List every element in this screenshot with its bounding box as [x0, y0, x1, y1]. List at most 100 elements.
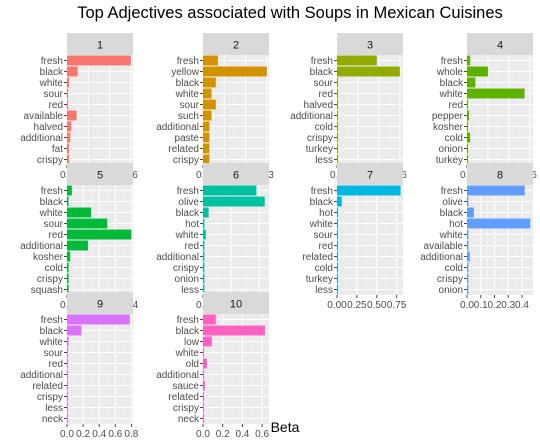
- facet-panel-7: 7 freshblackhotwhitesourredrelatedcoldtur…: [302, 163, 407, 311]
- facet-strip-label: 3: [367, 40, 373, 52]
- bar-hot: [203, 218, 205, 229]
- bar-additional: [203, 251, 205, 262]
- bar-cold: [467, 262, 469, 273]
- y-tick-label: halved: [304, 100, 333, 111]
- x-tick-label: 0.4: [515, 300, 529, 311]
- bar-red: [337, 88, 339, 99]
- y-tick-label: neck: [42, 414, 64, 425]
- y-tick-label: white: [175, 348, 200, 359]
- y-tick-label: old: [186, 359, 199, 370]
- bar-cold: [337, 121, 339, 132]
- y-tick-label: related: [302, 252, 333, 263]
- bar-onion: [203, 273, 205, 284]
- bar-red: [203, 240, 205, 251]
- bar-red: [337, 240, 338, 251]
- y-tick-label: halved: [34, 122, 63, 133]
- x-tick-label: 0.1: [474, 300, 488, 311]
- bar-olive: [203, 196, 265, 207]
- bar-black: [337, 66, 400, 77]
- bar-red: [67, 229, 132, 240]
- bar-sour: [203, 99, 216, 110]
- y-tick-label: black: [176, 326, 200, 337]
- facet-strip: [67, 33, 133, 55]
- y-tick-label: hot: [319, 208, 333, 219]
- facet-strip-label: 5: [97, 170, 103, 182]
- x-tick-label: 0.75: [387, 300, 407, 311]
- y-tick-label: additional: [156, 252, 199, 263]
- x-tick-label: 0.50: [367, 300, 387, 311]
- bar-sour: [67, 218, 108, 229]
- facet-panel-2: 2 freshyellowblackwhitesoursuchadditional…: [156, 33, 274, 181]
- y-tick-label: less: [181, 285, 199, 296]
- x-tick-label: 0.0: [60, 429, 74, 440]
- x-tick-label: 0.0: [460, 300, 474, 311]
- bar-less: [67, 402, 68, 413]
- bar-fresh: [67, 314, 130, 325]
- bar-fresh: [337, 55, 377, 66]
- chart-title: Top Adjectives associated with Soups in …: [77, 4, 503, 22]
- y-tick-label: sour: [44, 348, 64, 359]
- y-tick-label: black: [40, 197, 64, 208]
- y-tick-label: pepper: [432, 111, 464, 122]
- x-tick-label: 0.2: [488, 300, 502, 311]
- bar-kosher: [67, 251, 71, 262]
- bar-fresh: [203, 185, 257, 196]
- x-tick-label: 0.4: [92, 429, 106, 440]
- y-tick-label: onion: [439, 285, 463, 296]
- bar-crispy: [203, 154, 210, 165]
- bar-crispy: [203, 262, 205, 273]
- panel-background: [67, 55, 133, 165]
- bar-squash: [67, 284, 69, 295]
- y-tick-label: kosher: [433, 122, 464, 133]
- facet-strip: [67, 292, 133, 314]
- bar-black: [67, 196, 69, 207]
- y-tick-label: red: [319, 89, 333, 100]
- bar-onion: [467, 143, 469, 154]
- bar-additional: [467, 251, 470, 262]
- y-tick-label: cold: [445, 133, 463, 144]
- y-tick-label: squash: [31, 285, 63, 296]
- facet-strip: [467, 163, 533, 185]
- bar-red: [67, 99, 69, 110]
- y-tick-label: fresh: [311, 56, 333, 67]
- y-tick-label: red: [49, 359, 63, 370]
- bar-crispy: [67, 391, 68, 402]
- x-tick-label: 0.4: [235, 429, 249, 440]
- y-tick-label: additional: [156, 370, 199, 381]
- y-tick-label: less: [315, 285, 333, 296]
- bar-black: [203, 207, 209, 218]
- y-tick-label: black: [176, 208, 200, 219]
- bar-fresh: [337, 185, 401, 196]
- facet-strip-label: 10: [230, 299, 242, 311]
- bar-white: [203, 229, 206, 240]
- y-tick-label: white: [439, 89, 464, 100]
- facet-strip: [337, 33, 403, 55]
- x-tick-label: 0.8: [124, 429, 138, 440]
- bar-sour: [337, 229, 338, 240]
- y-tick-label: less: [315, 155, 333, 166]
- y-tick-label: hot: [185, 219, 199, 230]
- bar-crispy: [203, 402, 204, 413]
- y-tick-label: cold: [315, 122, 333, 133]
- bar-crispy: [67, 154, 70, 165]
- y-tick-label: fresh: [41, 56, 63, 67]
- bar-available: [67, 110, 77, 121]
- y-tick-label: additional: [20, 370, 63, 381]
- bar-turkey: [337, 143, 339, 154]
- facet-panel-8: 8 fresholiveblackhotwhiteavailableadditio…: [420, 163, 533, 311]
- bar-onion: [467, 284, 469, 295]
- y-tick-label: low: [184, 337, 200, 348]
- y-tick-label: onion: [439, 144, 463, 155]
- bar-available: [467, 240, 469, 251]
- bar-black: [203, 325, 266, 336]
- bar-old: [203, 358, 207, 369]
- y-tick-label: related: [168, 392, 199, 403]
- bar-sour: [67, 347, 68, 358]
- bar-additional: [67, 240, 88, 251]
- bar-cold: [337, 262, 338, 273]
- y-tick-label: white: [39, 78, 64, 89]
- y-tick-label: fresh: [177, 56, 199, 67]
- x-tick-label: 0.25: [347, 300, 367, 311]
- bar-white: [67, 207, 92, 218]
